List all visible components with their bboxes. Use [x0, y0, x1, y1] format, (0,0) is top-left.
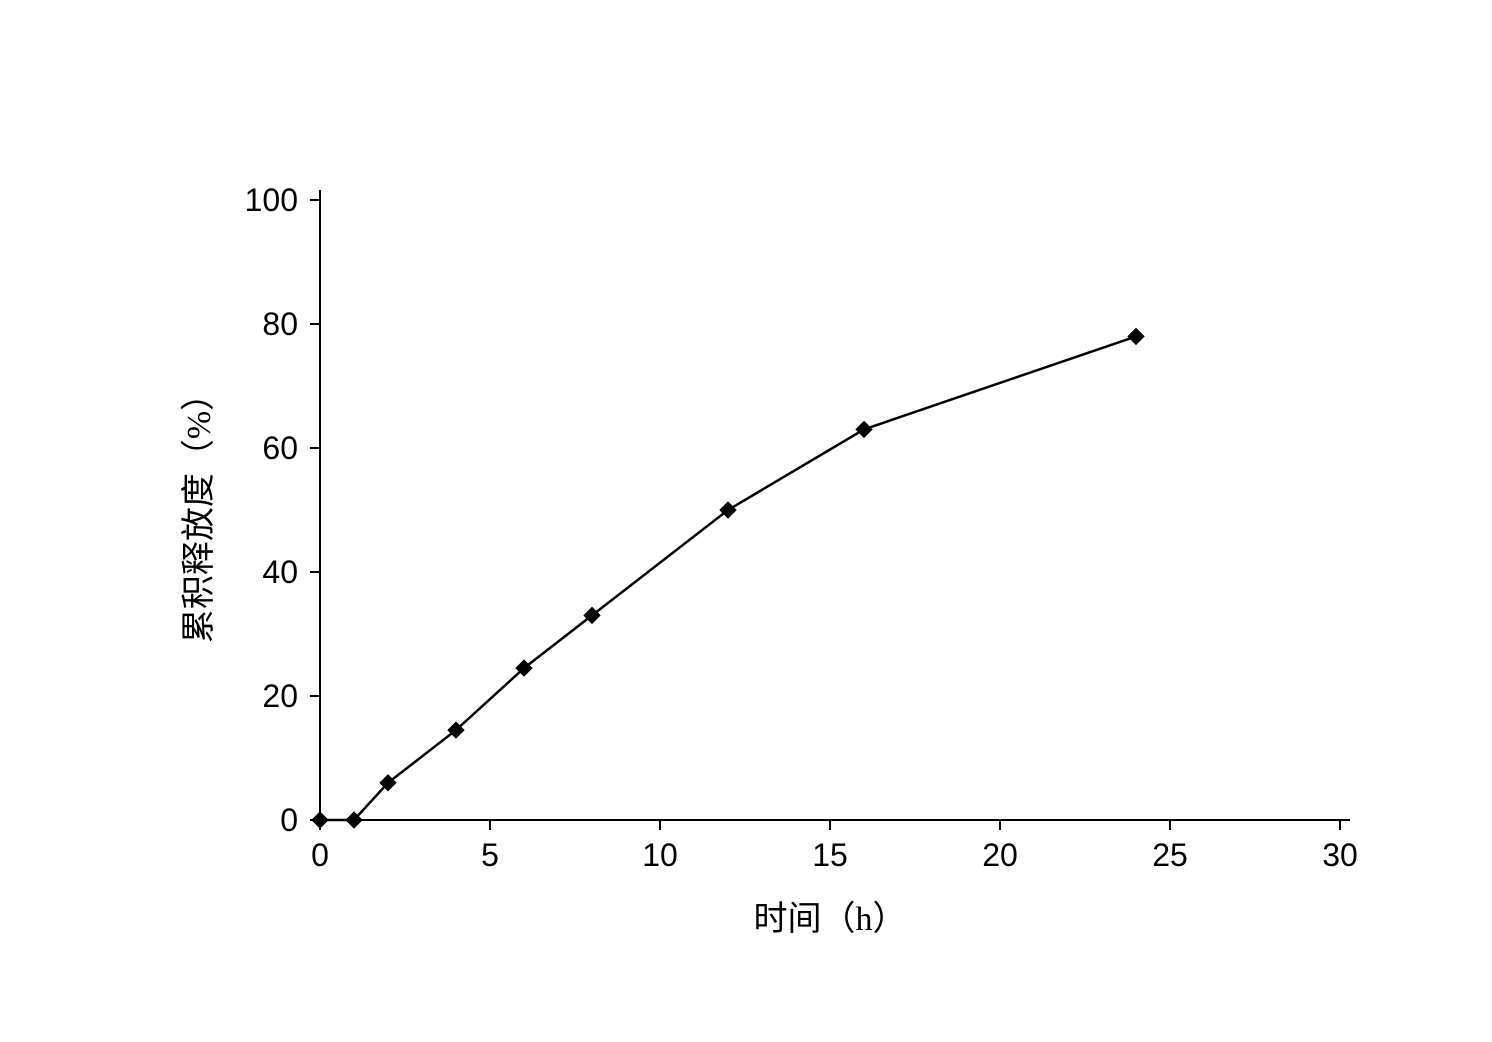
- x-tick-label: 0: [311, 837, 329, 873]
- y-tick-label: 40: [262, 554, 298, 590]
- x-tick-label: 20: [982, 837, 1018, 873]
- x-tick-label: 10: [642, 837, 678, 873]
- y-tick-label: 100: [245, 182, 298, 218]
- y-tick-label: 60: [262, 430, 298, 466]
- chart-container: 0 20 40 60 80 100 0 5 10 15 20 25 30 时间（h） 累积释放度（%）: [0, 0, 1492, 1042]
- data-marker: [856, 421, 872, 437]
- x-tick-label: 30: [1322, 837, 1358, 873]
- data-line: [320, 336, 1136, 820]
- y-axis-label: 累积释放度（%）: [180, 377, 218, 643]
- x-tick-label: 25: [1152, 837, 1188, 873]
- y-tick-label: 20: [262, 678, 298, 714]
- chart-svg: 0 20 40 60 80 100 0 5 10 15 20 25 30 时间（h） 累积释放度（%）: [0, 0, 1492, 1042]
- data-marker: [312, 812, 328, 828]
- data-marker: [1128, 328, 1144, 344]
- x-tick-label: 5: [481, 837, 499, 873]
- x-tick-label: 15: [812, 837, 848, 873]
- y-tick-label: 80: [262, 306, 298, 342]
- x-axis-label: 时间（h）: [754, 900, 907, 938]
- y-tick-label: 0: [280, 802, 298, 838]
